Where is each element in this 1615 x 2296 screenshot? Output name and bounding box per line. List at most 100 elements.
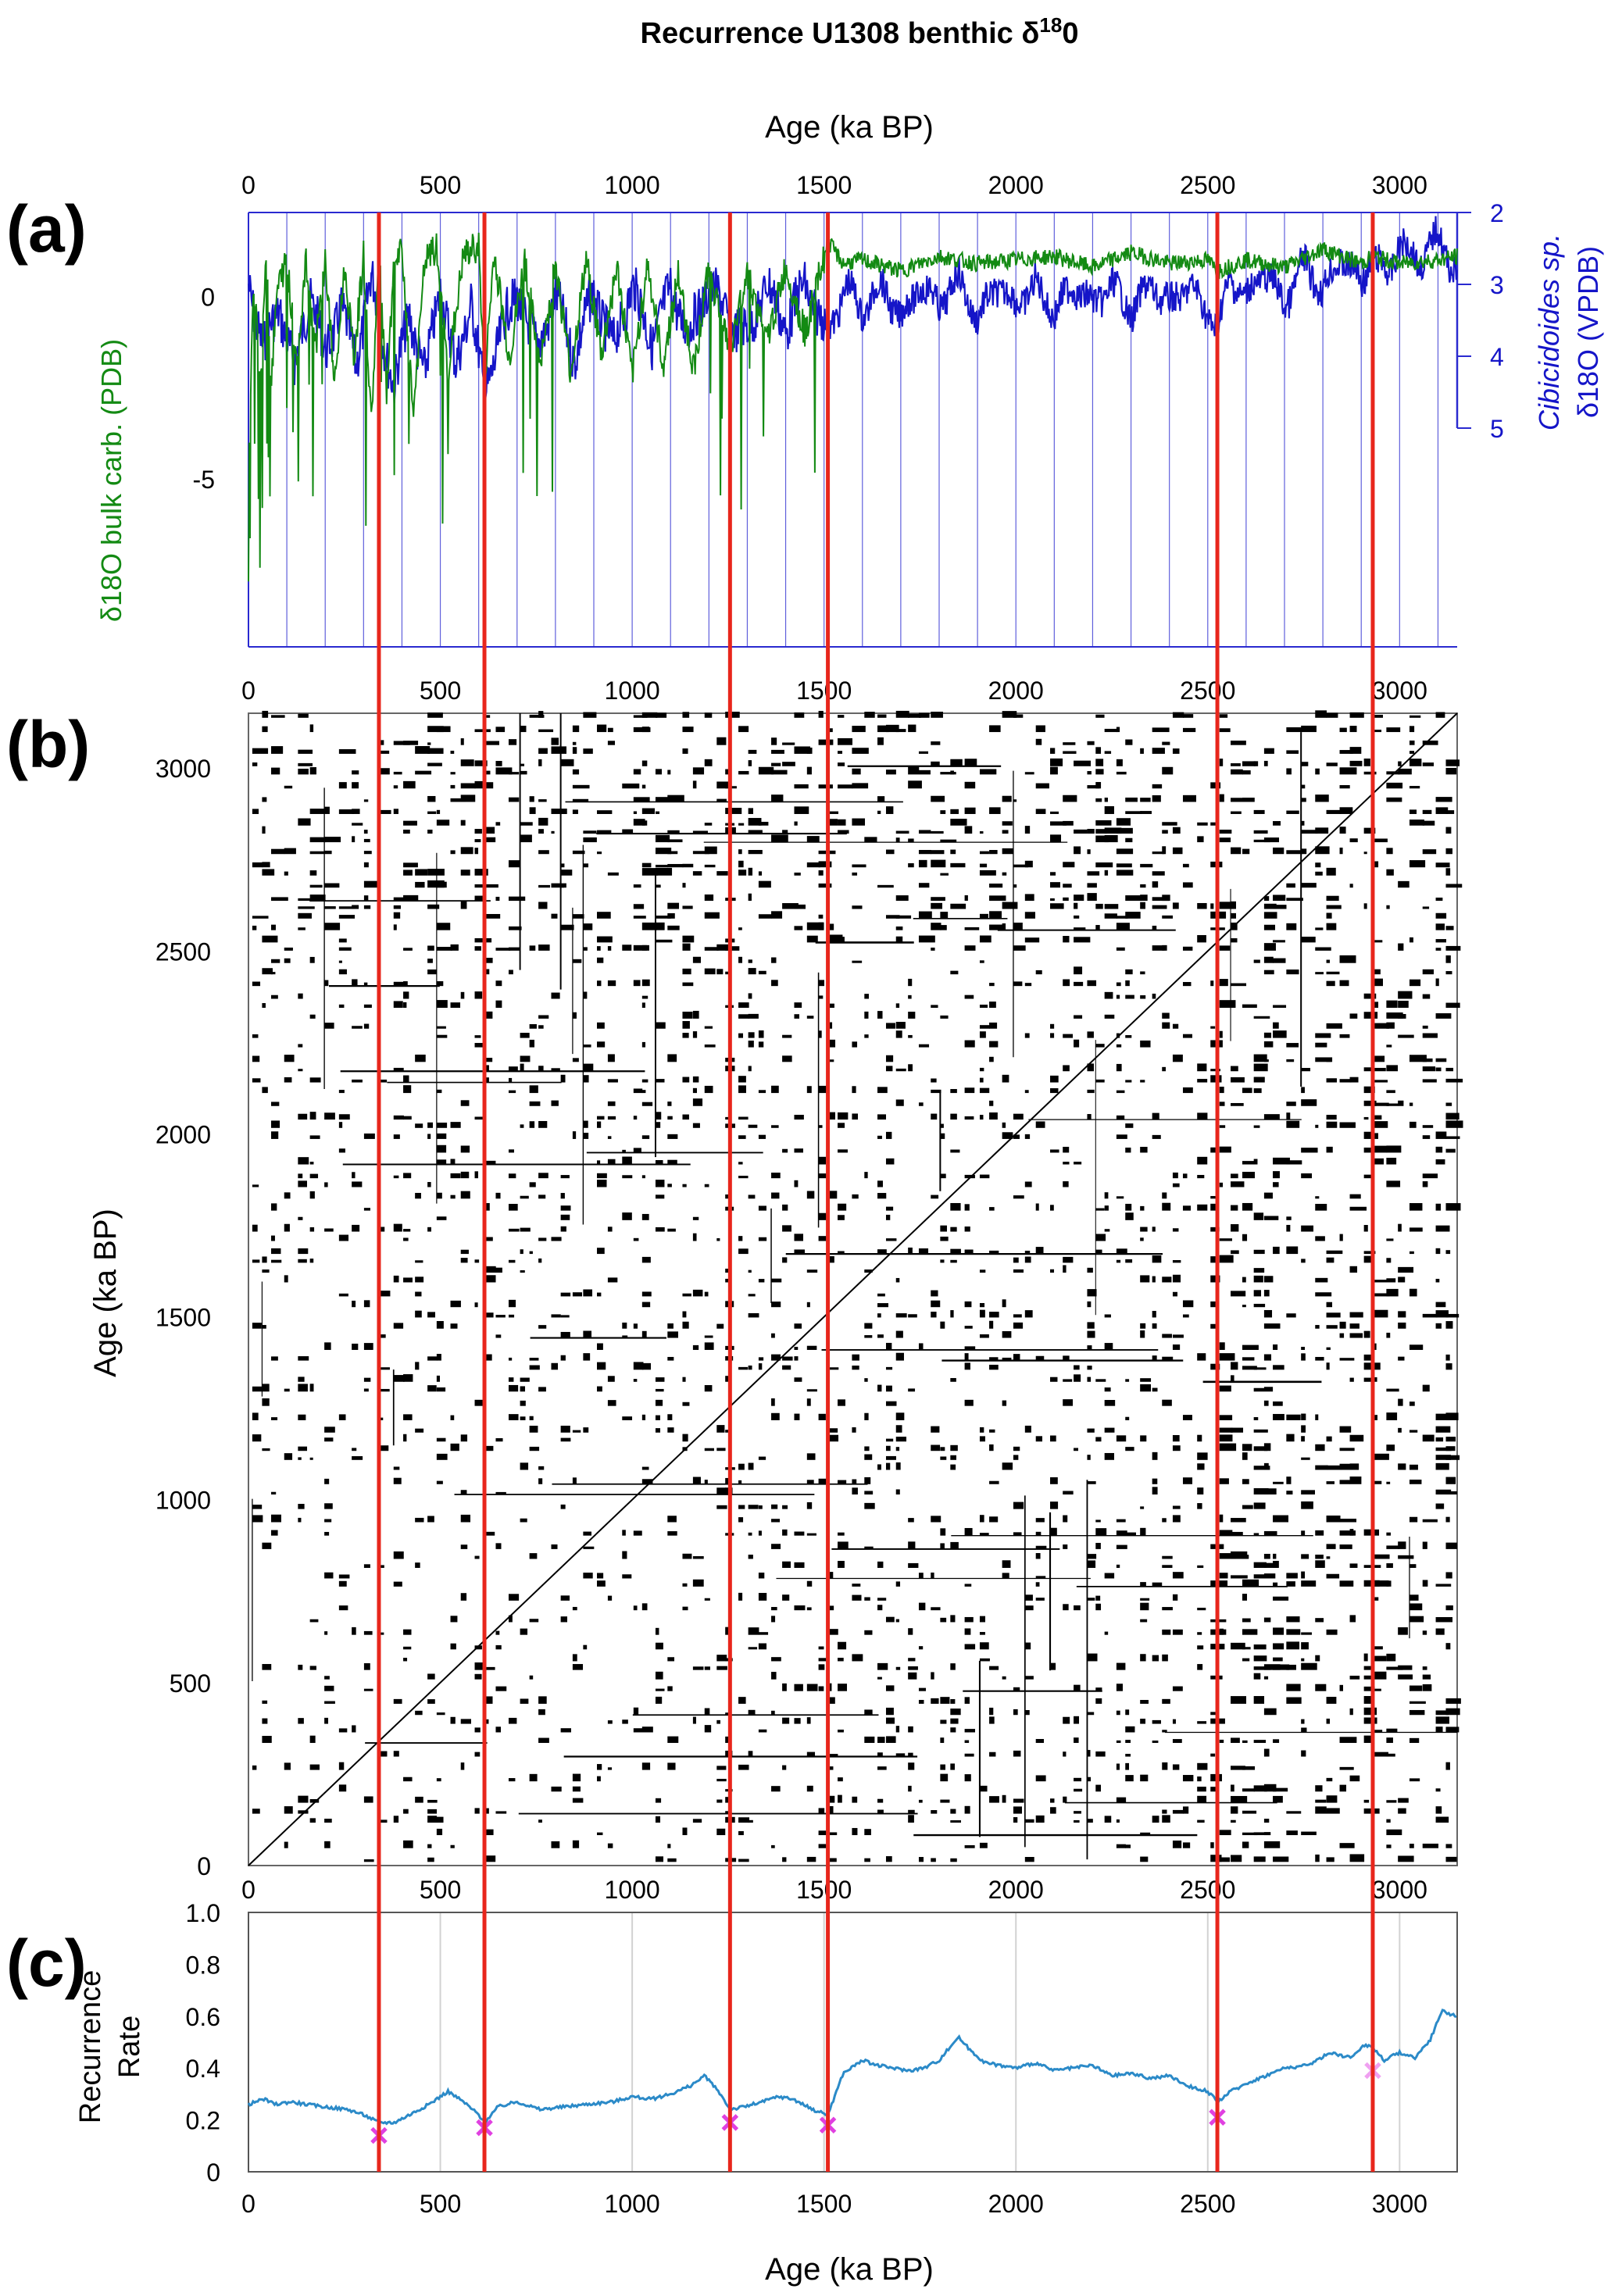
recurrence-point — [989, 1796, 999, 1803]
recurrence-point — [667, 1858, 677, 1862]
recurrence-point — [655, 848, 672, 855]
recurrence-point — [1050, 1075, 1059, 1083]
recurrence-point — [931, 1194, 939, 1199]
recurrence-point — [1339, 827, 1346, 834]
recurrence-point — [1035, 809, 1046, 814]
recurrence-point — [885, 915, 900, 919]
recurrence-point — [771, 1544, 781, 1549]
recurrence-point — [1116, 947, 1125, 951]
recurrence-point — [794, 1605, 806, 1611]
recurrence-point — [1409, 726, 1415, 733]
recurrence-point — [403, 1237, 409, 1241]
recurrence-point — [748, 760, 752, 766]
recurrence-point — [748, 1709, 756, 1716]
recurrence-point — [908, 1785, 912, 1792]
recurrence-point — [622, 1574, 632, 1579]
recurrence-point — [1116, 1530, 1127, 1536]
recurrence-point — [1231, 741, 1246, 745]
recurrence-point — [284, 1192, 291, 1199]
recurrence-point — [309, 956, 315, 963]
recurrence-point — [950, 1377, 956, 1382]
recurrence-point — [538, 1173, 548, 1179]
recurrence-point — [309, 1112, 316, 1120]
recurrence-point — [427, 748, 444, 754]
recurrence-point — [324, 1503, 333, 1509]
recurrence-point — [284, 1275, 288, 1283]
recurrence-point — [682, 712, 690, 718]
recurrence-point — [338, 1114, 350, 1120]
recurrence-point — [324, 1531, 330, 1536]
recurrence-point — [1398, 1555, 1414, 1559]
recurrence-streaks — [252, 713, 1457, 1860]
recurrence-point — [940, 1447, 945, 1452]
recurrence-point — [1253, 1832, 1270, 1836]
recurrence-point — [252, 1809, 260, 1814]
recurrence-point — [403, 1374, 413, 1382]
recurrence-point — [1286, 727, 1302, 733]
recurrence-point — [782, 1148, 788, 1153]
recurrence-point — [771, 1672, 777, 1680]
recurrence-point — [885, 849, 895, 855]
recurrence-point — [1263, 1114, 1280, 1120]
recurrence-point — [1435, 948, 1442, 951]
recurrence-point — [474, 1751, 481, 1757]
recurrence-point — [864, 1829, 871, 1836]
recurrence-point — [1409, 937, 1413, 943]
recurrence-point — [655, 1816, 661, 1823]
recurrence-point — [484, 1065, 489, 1072]
recurrence-point — [520, 725, 527, 733]
recurrence-point — [1315, 1414, 1319, 1420]
recurrence-point — [622, 829, 634, 834]
recurrence-point — [415, 1054, 426, 1062]
recurrence-point — [877, 1384, 882, 1392]
recurrence-point — [641, 979, 650, 987]
recurrence-point — [352, 1725, 356, 1733]
recurrence-point — [1140, 1506, 1145, 1509]
benthic-d18o-line — [247, 216, 1459, 415]
recurrence-point — [1104, 798, 1108, 802]
recurrence-point — [1326, 1857, 1335, 1862]
recurrence-point — [1182, 1477, 1193, 1484]
recurrence-point — [950, 1259, 957, 1263]
recurrence-point — [460, 1434, 468, 1442]
recurrence-point — [931, 1312, 937, 1318]
recurrence-point — [931, 1607, 941, 1611]
recurrence-point — [1263, 1032, 1272, 1038]
recurrence-point — [1273, 1856, 1289, 1862]
recurrence-point — [838, 1399, 845, 1406]
recurrence-point — [771, 1302, 781, 1308]
recurrence-point — [607, 1720, 613, 1724]
panel-a-label: (a) — [6, 192, 87, 266]
recurrence-point — [692, 1216, 699, 1220]
recurrence-point — [964, 1527, 973, 1536]
recurrence-point — [607, 1116, 616, 1120]
recurrence-point — [1050, 766, 1058, 775]
recurrence-point — [1219, 1628, 1224, 1635]
recurrence-point — [583, 1573, 593, 1579]
recurrence-point — [964, 1753, 974, 1757]
recurrence-point — [474, 991, 483, 999]
recurrence-point — [309, 1077, 321, 1083]
recurrence-point — [1326, 1257, 1335, 1263]
recurrence-point — [1435, 1323, 1442, 1329]
recurrence-point — [1242, 1658, 1250, 1662]
recurrence-point — [895, 710, 909, 718]
recurrence-point — [622, 1212, 632, 1220]
recurrence-point — [641, 1302, 651, 1308]
recurrence-point — [403, 1075, 409, 1083]
recurrence-point — [950, 770, 954, 775]
recurrence-point — [551, 737, 559, 745]
recurrence-point — [738, 1135, 746, 1139]
recurrence-point — [1398, 1223, 1402, 1232]
recurrence-point — [1162, 1066, 1166, 1072]
recurrence-point — [771, 1844, 775, 1848]
recurrence-point — [436, 1000, 448, 1009]
recurrence-point — [520, 1195, 529, 1199]
recurrence-point — [940, 912, 949, 919]
panel-c-y-tick-label: 1.0 — [186, 1899, 220, 1927]
recurrence-point — [1063, 1065, 1070, 1072]
recurrence-point — [667, 1331, 678, 1338]
recurrence-point — [667, 769, 671, 775]
recurrence-point — [271, 1131, 279, 1139]
recurrence-point — [1326, 1362, 1330, 1370]
